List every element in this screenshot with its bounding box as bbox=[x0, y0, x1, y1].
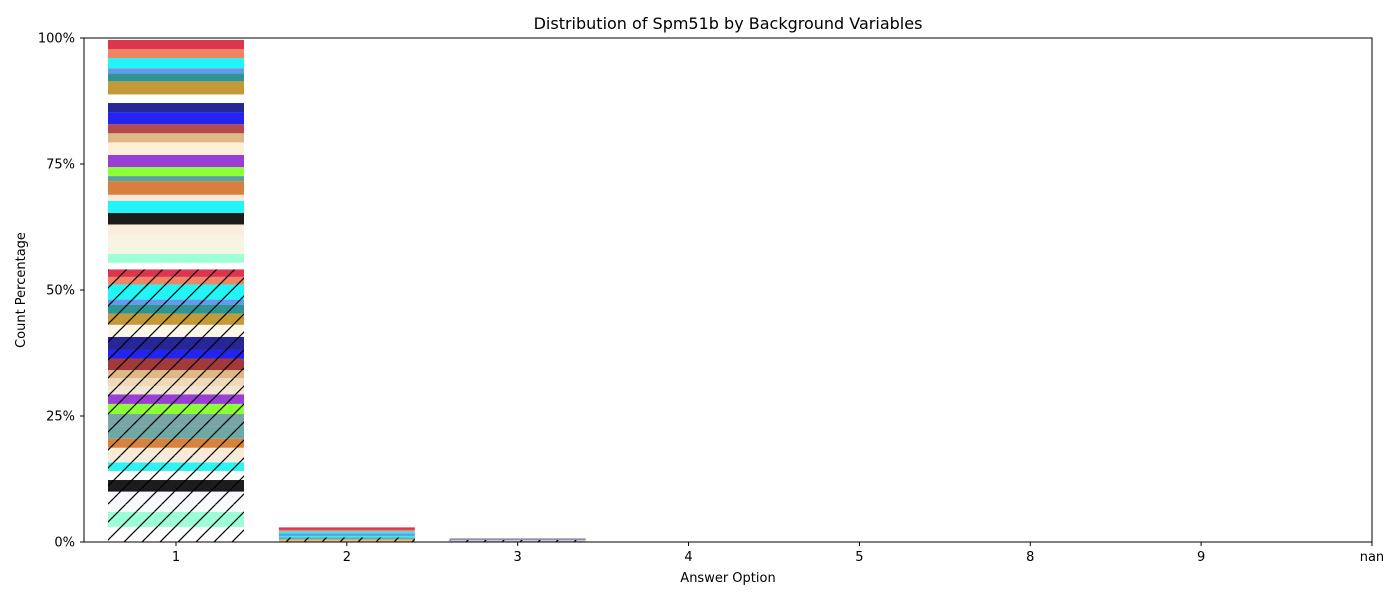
bar-segment bbox=[278, 531, 415, 534]
bar-segment bbox=[278, 535, 415, 538]
bar-segment-hatch bbox=[108, 304, 244, 314]
y-tick-label: 75% bbox=[46, 158, 75, 173]
bar-segment-hatch bbox=[108, 426, 244, 439]
bar-segment bbox=[108, 253, 244, 263]
bar-segment bbox=[108, 224, 244, 235]
bar-segment bbox=[108, 94, 244, 104]
bar-segment-hatch bbox=[108, 438, 244, 448]
bar-segment-hatch bbox=[449, 539, 586, 542]
bar-segment-hatch bbox=[108, 313, 244, 325]
bar-segment bbox=[108, 133, 244, 143]
bar-segment-hatch bbox=[278, 537, 415, 540]
bar-segment bbox=[108, 167, 244, 177]
bar-segment bbox=[108, 234, 244, 254]
y-tick-label: 0% bbox=[54, 536, 75, 551]
chart-title: Distribution of Spm51b by Background Var… bbox=[534, 14, 923, 33]
bar-segment-hatch bbox=[108, 491, 244, 505]
bar-segment-hatch bbox=[108, 511, 244, 527]
y-tick-label: 25% bbox=[46, 410, 75, 425]
bar-segment bbox=[108, 124, 244, 134]
bar-segment-hatch bbox=[108, 480, 244, 492]
bar-segment bbox=[108, 112, 244, 125]
bar-segment bbox=[278, 527, 415, 530]
bar-segment bbox=[108, 142, 244, 155]
bar-segment-hatch bbox=[278, 539, 415, 542]
bar-segment bbox=[108, 81, 244, 95]
x-tick-label: 9 bbox=[1197, 550, 1205, 565]
bar-segment bbox=[108, 40, 244, 50]
x-tick-label: 3 bbox=[514, 550, 522, 565]
bar-segment bbox=[108, 73, 244, 82]
bar-segment bbox=[108, 68, 244, 74]
y-axis: 0% 25% 50% 75% 100% bbox=[38, 32, 84, 551]
bar-segment-hatch bbox=[108, 447, 244, 456]
bar-segment-hatch bbox=[108, 324, 244, 337]
bar-segment bbox=[449, 538, 586, 540]
bar-segment bbox=[449, 537, 586, 539]
bar-segment bbox=[108, 181, 244, 195]
bar-segment bbox=[108, 194, 244, 201]
x-axis-label: Answer Option bbox=[680, 571, 775, 586]
bar-segment-hatch bbox=[108, 349, 244, 359]
bar-segment-hatch bbox=[108, 299, 244, 305]
bar-segment bbox=[108, 212, 244, 225]
bar-segment-hatch bbox=[108, 462, 244, 471]
bar-segment-hatch bbox=[108, 358, 244, 371]
bar-segment bbox=[108, 262, 244, 270]
bar-segment-hatch bbox=[108, 526, 244, 542]
bar-segment-hatch bbox=[108, 378, 244, 387]
bar-segment-hatch bbox=[108, 455, 244, 463]
bar-segment-hatch bbox=[108, 386, 244, 395]
x-tick-label: 4 bbox=[684, 550, 692, 565]
bar-segment-hatch bbox=[108, 504, 244, 512]
bar-segment-hatch bbox=[108, 284, 244, 300]
bar-segment bbox=[108, 49, 244, 59]
x-axis: 1 2 3 4 5 8 9 nan bbox=[172, 542, 1384, 565]
y-tick-label: 100% bbox=[38, 32, 75, 47]
x-tick-label: 1 bbox=[172, 550, 180, 565]
bar-segment bbox=[278, 529, 415, 532]
x-tick-label: 8 bbox=[1026, 550, 1034, 565]
bar-segment-hatch bbox=[108, 269, 244, 277]
x-tick-label: 5 bbox=[855, 550, 863, 565]
bar-segment-hatch bbox=[108, 470, 244, 481]
bar-segment-hatch bbox=[108, 336, 244, 350]
bar-segment bbox=[108, 200, 244, 213]
y-tick-label: 50% bbox=[46, 284, 75, 299]
bar-segment-hatch bbox=[108, 394, 244, 404]
bar-segment bbox=[108, 176, 244, 182]
bar-segment bbox=[278, 533, 415, 536]
x-tick-label: 2 bbox=[343, 550, 351, 565]
bar-segment-hatch bbox=[108, 276, 244, 285]
bar-segment-hatch bbox=[108, 413, 244, 427]
x-tick-label: nan bbox=[1360, 550, 1384, 565]
bar-segment-hatch bbox=[108, 370, 244, 379]
bar-segment bbox=[108, 58, 244, 69]
bar-segment-hatch bbox=[108, 403, 244, 414]
bar-segment bbox=[108, 154, 244, 168]
y-axis-label: Count Percentage bbox=[14, 232, 29, 348]
bar-segment bbox=[108, 103, 244, 113]
plot-frame bbox=[83, 37, 1373, 543]
bars-layer bbox=[108, 40, 586, 542]
